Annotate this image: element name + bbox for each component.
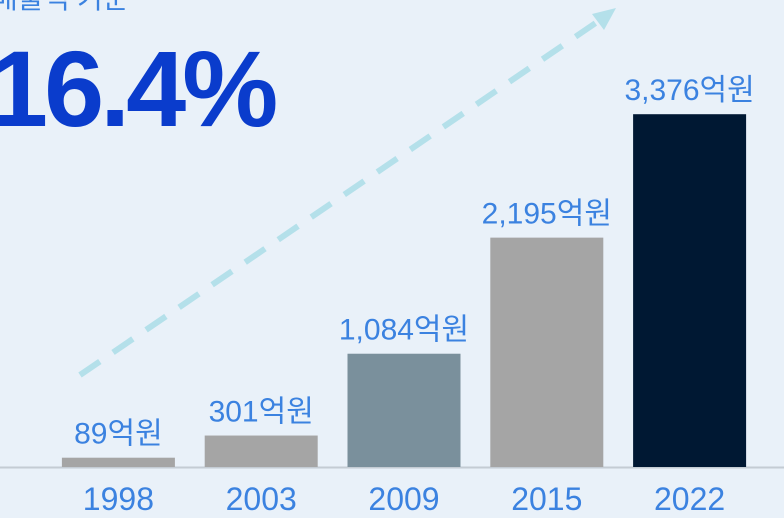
chart-title: 16.4% xyxy=(0,28,276,149)
value-label: 2,195억원 xyxy=(482,198,612,231)
x-tick-label: 2003 xyxy=(226,481,297,517)
value-label: 89억원 xyxy=(74,418,163,451)
bar xyxy=(61,457,175,467)
chart-subtitle: 매출액 기준 xyxy=(0,0,129,14)
x-tick-label: 2022 xyxy=(654,481,725,517)
bar xyxy=(633,114,747,467)
value-label: 301억원 xyxy=(209,396,314,429)
bar xyxy=(347,353,461,467)
value-label: 1,084억원 xyxy=(339,314,469,347)
trend-arrow xyxy=(78,17,602,378)
bar xyxy=(490,237,604,467)
trend-arrow-head xyxy=(592,8,616,30)
x-tick-label: 1998 xyxy=(83,481,154,517)
bar xyxy=(204,435,318,467)
x-tick-label: 2009 xyxy=(368,481,439,517)
value-label: 3,376억원 xyxy=(624,74,754,107)
x-tick-label: 2015 xyxy=(511,481,582,517)
